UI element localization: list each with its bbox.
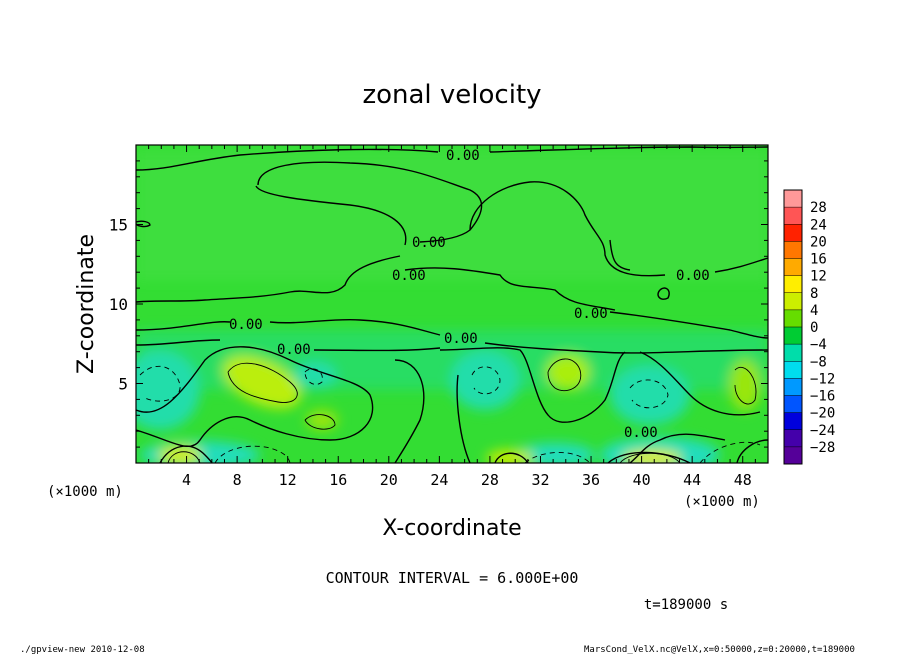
y-axis: 5 10 15 (109, 160, 768, 448)
contour-label: 0.00 (412, 235, 446, 251)
colorbar-label: 8 (810, 286, 818, 302)
footer-left: ./gpview-new 2010-12-08 (20, 645, 145, 654)
y-tick-label: 5 (118, 375, 128, 394)
colorbar-label: 16 (810, 252, 827, 268)
colorbar-swatch (784, 446, 802, 465)
colorbar-swatch (784, 429, 802, 448)
colorbar-swatch (784, 327, 802, 345)
colorbar-swatch (784, 275, 802, 294)
colorbar-swatch (784, 378, 802, 396)
x-tick-label: 12 (279, 471, 297, 489)
x-tick-label: 8 (233, 471, 242, 489)
x-tick-label: 4 (182, 471, 191, 489)
chart-title: zonal velocity (362, 80, 541, 110)
colorbar-swatch (784, 292, 802, 311)
positive-contours (167, 358, 757, 463)
contour-label: 0.00 (277, 342, 311, 358)
x-tick-label: 20 (380, 471, 398, 489)
x-tick-label: 44 (683, 471, 701, 489)
colorbar-label: −20 (810, 406, 835, 422)
contour-label: 0.00 (446, 148, 480, 164)
colorbar-swatch (784, 344, 802, 362)
colorbar-label: 0 (810, 320, 818, 336)
x-tick-label: 36 (582, 471, 600, 489)
contour-label: 0.00 (676, 268, 710, 284)
x-tick-label: 40 (633, 471, 651, 489)
zero-contours (136, 146, 768, 463)
x-axis: 4 8 12 16 20 24 28 32 36 40 44 48 (148, 145, 756, 489)
time-text: t=189000 s (644, 597, 728, 613)
colorbar-label: −28 (810, 440, 835, 456)
y-axis-label: Z-coordinate (74, 234, 99, 374)
colorbar-swatch (784, 224, 802, 242)
contour-label: 0.00 (392, 268, 426, 284)
colorbar-label: 24 (810, 217, 827, 233)
y-tick-label: 15 (109, 216, 128, 235)
colorbar-label: −16 (810, 389, 835, 405)
plot-area: 0.00 0.00 0.00 0.00 0.00 0.00 0.00 0.00 … (136, 145, 768, 463)
colorbar-swatch (784, 207, 802, 225)
colorbar-label: −8 (810, 354, 827, 370)
contour-interval-text: CONTOUR INTERVAL = 6.000E+00 (326, 569, 579, 587)
x-tick-label: 48 (734, 471, 752, 489)
colorbar-swatch (784, 395, 802, 414)
colorbar-label: −24 (810, 423, 835, 439)
negative-contours (139, 365, 761, 463)
colorbar-label: 12 (810, 269, 827, 285)
colorbar-label: 28 (810, 200, 827, 216)
y-tick-label: 10 (109, 295, 128, 314)
contour-labels: 0.00 0.00 0.00 0.00 0.00 0.00 0.00 0.00 … (229, 148, 710, 441)
colorbar-swatch (784, 309, 802, 328)
contour-label: 0.00 (229, 317, 263, 333)
x-unit-label: (×1000 m) (684, 494, 760, 510)
x-tick-label: 32 (531, 471, 549, 489)
colorbar-label: −4 (810, 337, 827, 353)
colorbar-label: 4 (810, 303, 818, 319)
contour-label: 0.00 (444, 331, 478, 347)
y-unit-label: (×1000 m) (47, 484, 123, 500)
contour-label: 0.00 (624, 425, 658, 441)
colorbar-swatch (784, 412, 802, 431)
colorbar-swatch (784, 241, 802, 259)
colorbar-label: 20 (810, 234, 827, 250)
colorbar-swatch (784, 258, 802, 277)
colorbar-label: −12 (810, 371, 835, 387)
colorbar-swatch (784, 361, 802, 379)
x-tick-label: 16 (329, 471, 347, 489)
x-tick-label: 24 (430, 471, 448, 489)
colorbar-swatch (784, 190, 802, 208)
x-axis-label: X-coordinate (382, 516, 521, 541)
x-tick-label: 28 (481, 471, 499, 489)
contour-label: 0.00 (574, 306, 608, 322)
footer-right: MarsCond_VelX.nc@VelX,x=0:50000,z=0:2000… (584, 645, 855, 654)
